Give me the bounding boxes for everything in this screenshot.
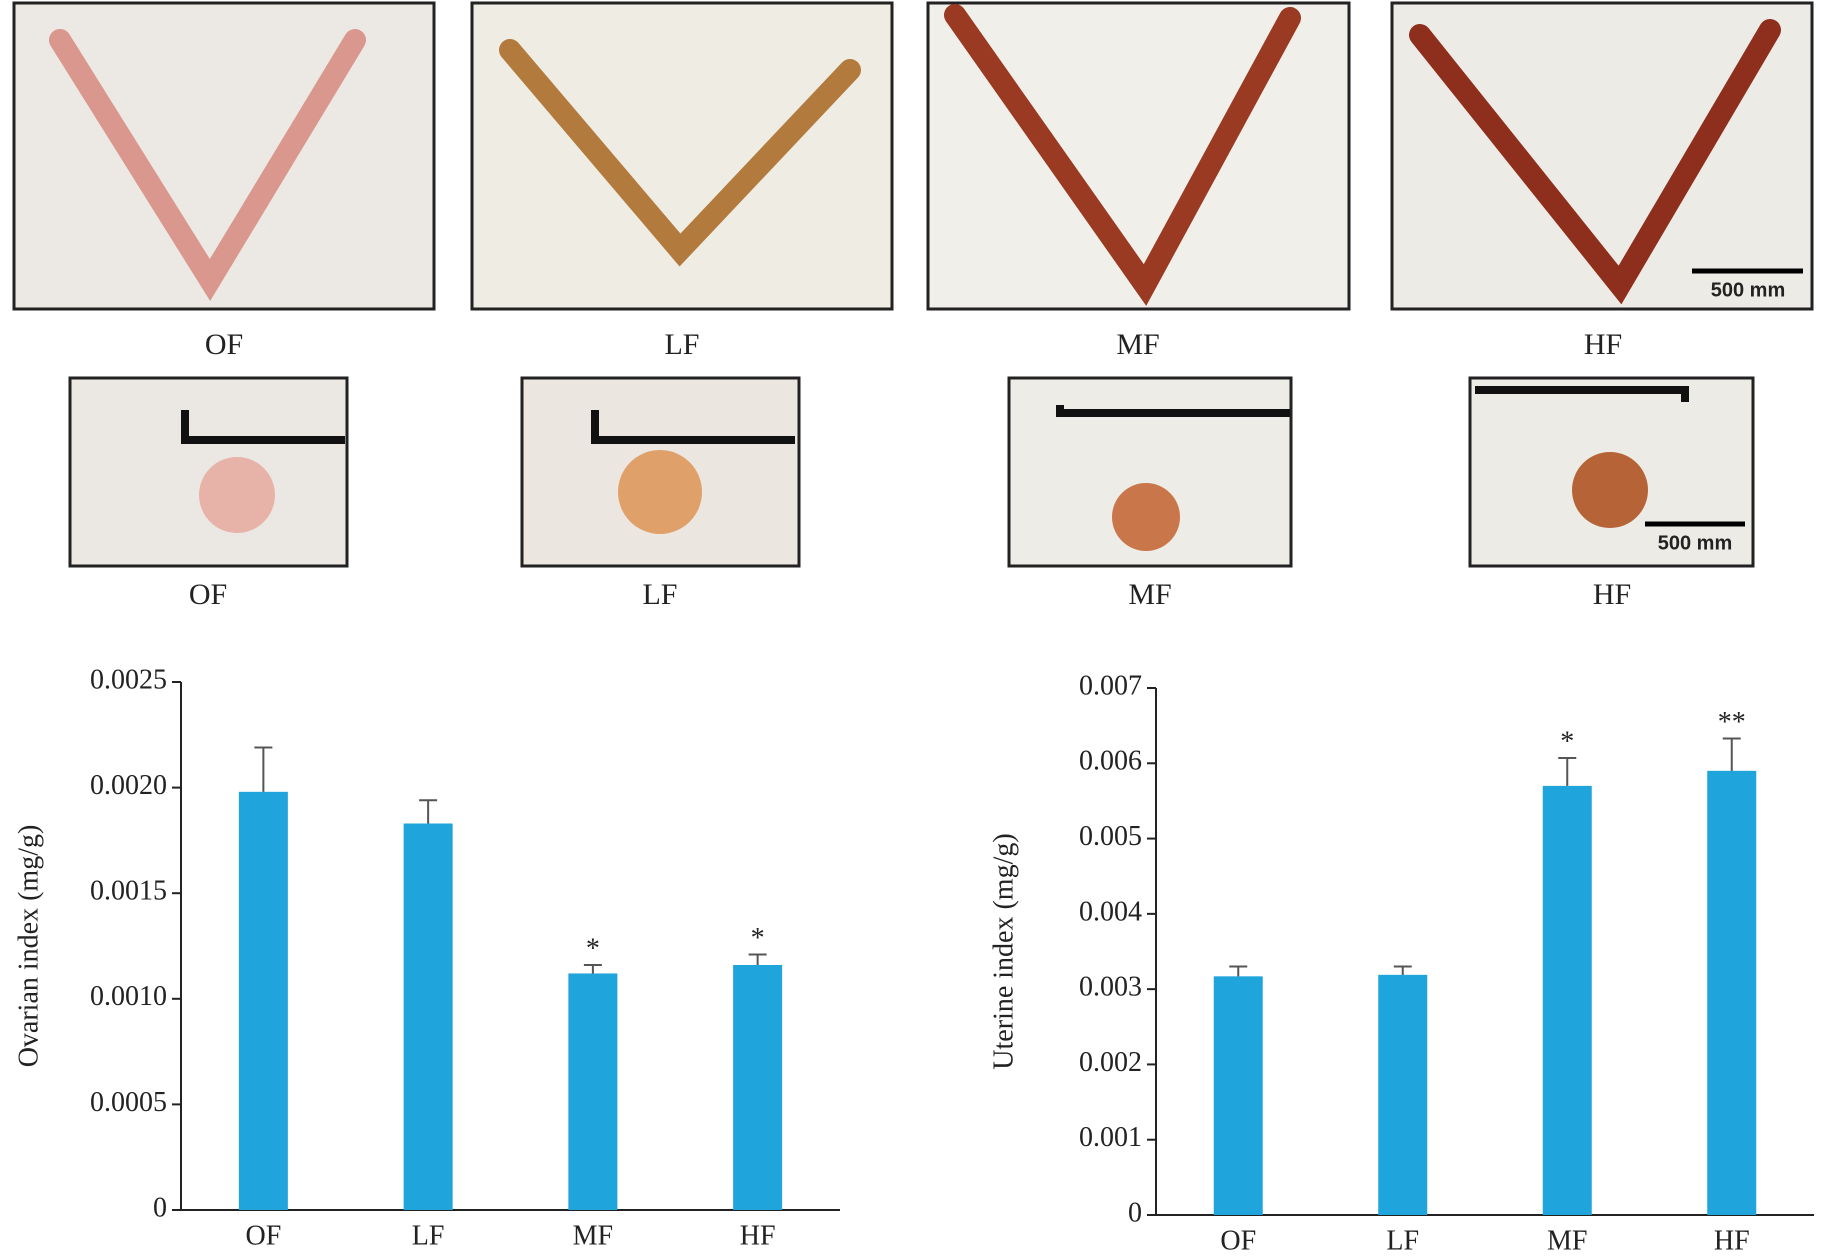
error-bar — [583, 964, 602, 974]
x-tick-label: HF — [1714, 1225, 1750, 1256]
y-tick-label: 0 — [153, 1192, 167, 1223]
error-bar — [1229, 965, 1248, 977]
photo-caption: MF — [1128, 578, 1171, 611]
marker — [1056, 405, 1290, 417]
photo-caption: OF — [189, 578, 227, 611]
bar — [1542, 785, 1592, 1215]
significance-label: ** — [1718, 707, 1746, 738]
marker — [1475, 386, 1689, 402]
y-tick-label: 0.002 — [1079, 1047, 1142, 1078]
bar — [238, 791, 288, 1210]
y-tick-label: 0.0020 — [90, 770, 167, 801]
scale-bar-label: 500 mm — [1658, 532, 1733, 554]
error-bar — [419, 799, 438, 824]
y-tick-label: 0.004 — [1079, 896, 1142, 927]
uterus-photos: 500 mm — [12, 1, 1814, 311]
error-bar — [1393, 965, 1412, 975]
photo-caption: OF — [205, 328, 243, 361]
tissue — [499, 39, 861, 267]
y-tick-label: 0 — [1128, 1197, 1142, 1228]
error-bar — [1558, 757, 1577, 786]
photo-caption: HF — [1584, 328, 1622, 361]
significance-label: * — [1560, 726, 1574, 757]
y-tick-label: 0.0010 — [90, 981, 167, 1012]
photo-caption: MF — [1116, 328, 1159, 361]
marker — [591, 410, 795, 444]
y-tick-label: 0.001 — [1079, 1122, 1142, 1153]
x-tick-label: MF — [573, 1220, 613, 1251]
significance-label: * — [751, 923, 765, 954]
tissue — [944, 4, 1301, 306]
x-tick-label: LF — [412, 1220, 445, 1251]
y-axis-title: Uterine index (mg/g) — [988, 833, 1019, 1069]
bar — [733, 965, 783, 1210]
photo-caption: LF — [664, 328, 699, 361]
photo-caption: HF — [1593, 578, 1631, 611]
y-tick-label: 0.003 — [1079, 972, 1142, 1003]
x-tick-label: MF — [1547, 1225, 1587, 1256]
y-tick-label: 0.0005 — [90, 1087, 167, 1118]
x-tick-label: LF — [1386, 1225, 1419, 1256]
error-bar — [748, 953, 767, 966]
y-axis-title: Ovarian index (mg/g) — [13, 825, 44, 1068]
bar — [403, 823, 453, 1210]
x-tick-label: OF — [1220, 1225, 1256, 1256]
error-bar — [1722, 737, 1741, 771]
y-tick-label: 0.0025 — [90, 664, 167, 695]
tissue — [1409, 19, 1781, 305]
ovary-photos: 500 mm — [68, 376, 1755, 568]
tissue — [49, 29, 366, 302]
x-tick-label: OF — [245, 1220, 281, 1251]
error-bar — [254, 746, 273, 792]
tissue — [618, 450, 702, 534]
bar — [1213, 976, 1263, 1215]
significance-label: * — [586, 933, 600, 964]
y-tick-label: 0.005 — [1079, 821, 1142, 852]
photo-caption: LF — [642, 578, 677, 611]
scale-bar-label: 500 mm — [1711, 279, 1786, 301]
y-tick-label: 0.006 — [1079, 746, 1142, 777]
bar — [568, 973, 618, 1210]
tissue — [1112, 483, 1180, 551]
tissue — [1572, 452, 1648, 528]
tissue — [199, 457, 275, 533]
y-tick-label: 0.007 — [1079, 670, 1142, 701]
bar — [1707, 770, 1757, 1215]
marker — [181, 410, 345, 444]
x-tick-label: HF — [740, 1220, 776, 1251]
bar — [1378, 974, 1428, 1215]
y-tick-label: 0.0015 — [90, 876, 167, 907]
